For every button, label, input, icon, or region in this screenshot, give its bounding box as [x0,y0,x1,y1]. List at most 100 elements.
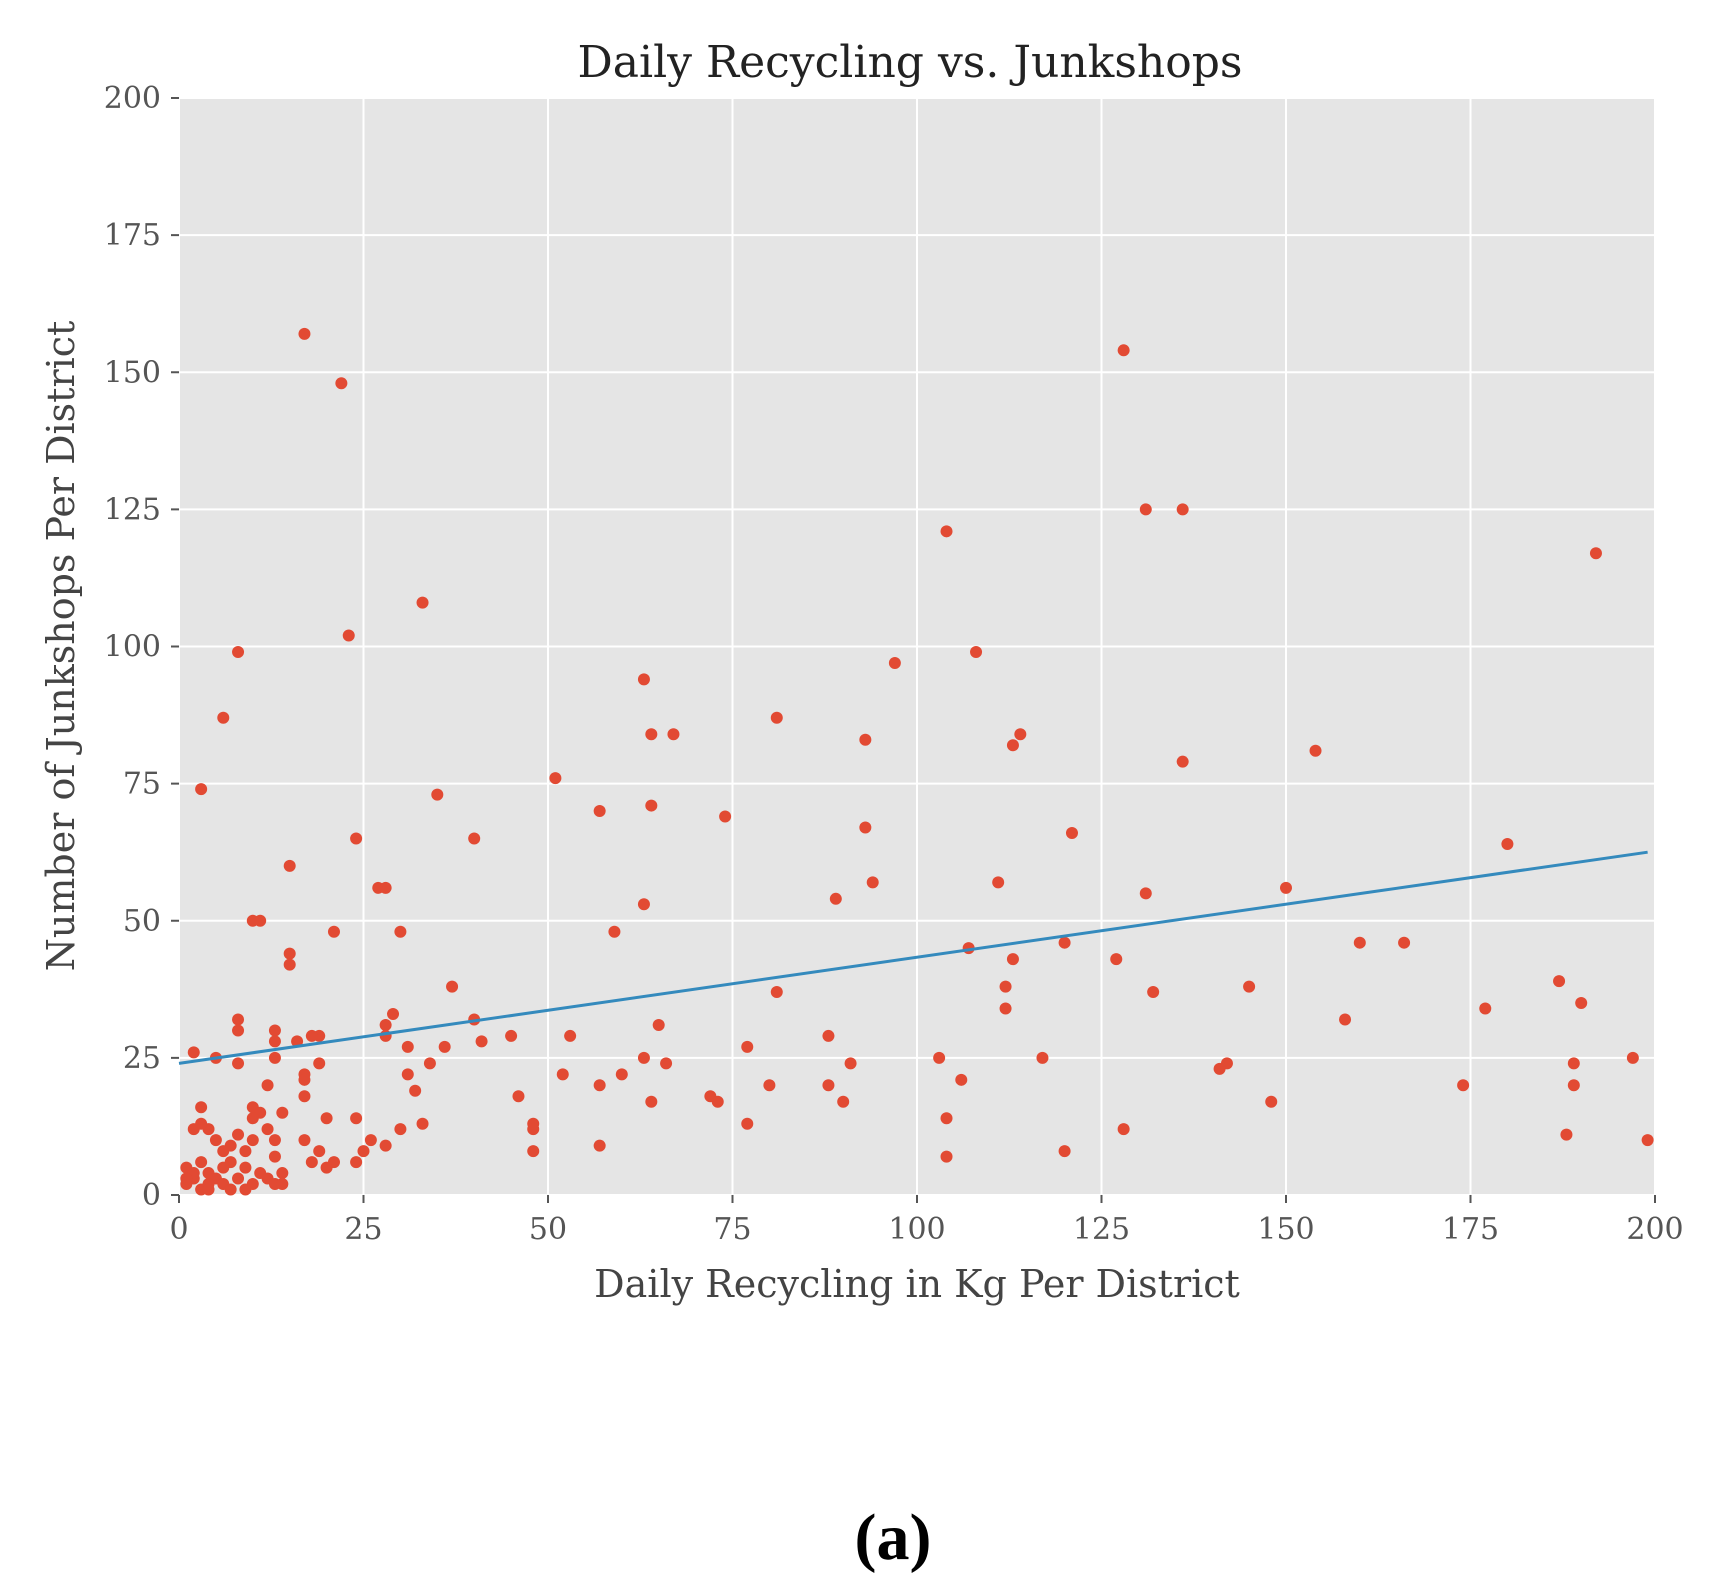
y-axis: 0 25 50 75 100 125 150 175 200 [104,81,179,1213]
data-point [232,1024,245,1037]
data-point [992,876,1005,889]
data-point [401,1040,414,1053]
data-point [305,1156,318,1169]
data-point [283,859,296,872]
data-point [475,1035,488,1048]
data-point [357,1145,370,1158]
data-point [1058,1145,1071,1158]
data-point [350,1112,363,1125]
data-point [770,711,783,724]
data-point [1626,1051,1639,1064]
x-tick-label: 175 [1442,1212,1499,1247]
data-point [999,1002,1012,1015]
data-point [320,1112,333,1125]
data-point [645,728,658,741]
y-tick-label: 0 [142,1178,161,1213]
data-point [593,1139,606,1152]
data-point [268,1024,281,1037]
x-tick-label: 100 [888,1212,945,1247]
data-point [283,947,296,960]
data-point [438,1040,451,1053]
data-point [1553,975,1566,988]
data-point [645,799,658,812]
x-tick-label: 200 [1626,1212,1683,1247]
data-point [217,711,230,724]
data-point [1479,1002,1492,1015]
data-point [660,1057,673,1070]
data-point [1457,1079,1470,1092]
data-point [180,1172,193,1185]
x-tick-label: 150 [1257,1212,1314,1247]
data-point [305,1029,318,1042]
x-tick-label: 75 [713,1212,751,1247]
data-point [711,1095,724,1108]
x-axis: 0 25 50 75 100 125 150 175 200 [169,1195,1684,1247]
data-point [276,1178,289,1191]
data-point [1398,936,1411,949]
data-point [1560,1128,1573,1141]
x-tick-label: 25 [344,1212,382,1247]
data-point [1065,826,1078,839]
data-point [1014,728,1027,741]
data-point [202,1183,215,1196]
data-point [239,1161,252,1174]
y-tick-label: 50 [123,904,161,939]
chart-title: Daily Recycling vs. Junkshops [578,37,1243,88]
data-point [844,1057,857,1070]
data-points [180,327,1654,1196]
data-point [1176,503,1189,516]
data-point [822,1079,835,1092]
data-point [224,1183,237,1196]
data-point [1339,1013,1352,1026]
data-point [232,645,245,658]
data-point [416,596,429,609]
data-point [1567,1057,1580,1070]
y-tick-label: 175 [104,218,161,253]
data-point [379,1018,392,1031]
data-point [283,958,296,971]
data-point [261,1123,274,1136]
data-point [763,1079,776,1092]
data-point [593,805,606,818]
data-point [350,1156,363,1169]
data-point [940,525,953,538]
data-point [1641,1134,1654,1147]
y-tick-label: 75 [123,767,161,802]
data-point [423,1057,436,1070]
data-point [431,788,444,801]
data-point [327,925,340,938]
data-point [1117,1123,1130,1136]
data-point [505,1029,518,1042]
data-point [335,377,348,390]
data-point [187,1046,200,1059]
data-point [1353,936,1366,949]
data-point [970,645,983,658]
data-point [313,1145,326,1158]
y-tick-label: 125 [104,492,161,527]
x-tick-label: 50 [529,1212,567,1247]
data-point [350,832,363,845]
data-point [1589,547,1602,560]
data-point [615,1068,628,1081]
data-point [837,1095,850,1108]
data-point [527,1145,540,1158]
data-point [401,1068,414,1081]
data-point [1213,1062,1226,1075]
data-point [741,1040,754,1053]
data-point [637,898,650,911]
data-point [829,892,842,905]
data-point [1575,997,1588,1010]
data-point [232,1128,245,1141]
data-point [955,1073,968,1086]
data-point [1006,739,1019,752]
data-point [652,1018,665,1031]
data-point [268,1134,281,1147]
data-point [195,783,208,796]
data-point [468,832,481,845]
data-point [1036,1051,1049,1064]
data-point [637,673,650,686]
data-point [246,1112,259,1125]
data-point [888,656,901,669]
data-point [1139,503,1152,516]
data-point [239,1145,252,1158]
